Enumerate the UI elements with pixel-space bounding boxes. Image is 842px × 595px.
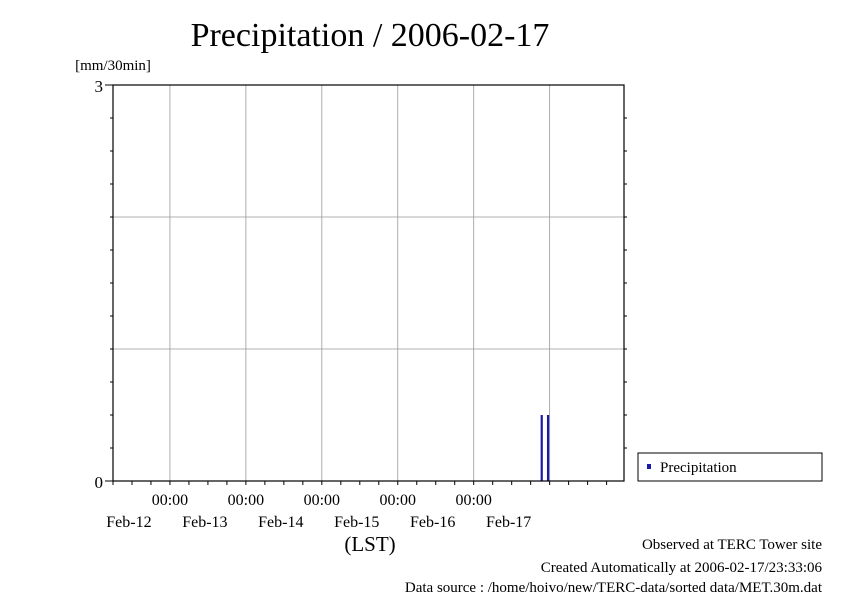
legend-box — [637, 452, 823, 482]
x-tick-date-Feb-12: Feb-12 — [106, 514, 151, 531]
x-tick-date-Feb-17: Feb-17 — [486, 514, 531, 531]
x-axis-ticks — [105, 84, 627, 485]
x-tick-date-Feb-14: Feb-14 — [258, 514, 303, 531]
legend-label-precipitation: Precipitation — [660, 460, 737, 476]
y-axis-unit: [mm/30min] — [75, 58, 151, 74]
x-tick-date-Feb-16: Feb-16 — [410, 514, 455, 531]
x-tick-time-Feb-15: 00:00 — [380, 492, 416, 509]
x-tick-time-Feb-13: 00:00 — [228, 492, 264, 509]
legend: Precipitation — [637, 452, 823, 482]
footer-created: Created Automatically at 2006-02-17/23:3… — [541, 560, 823, 576]
footer-data-source: Data source : /home/hoivo/new/TERC-data/… — [405, 580, 823, 595]
x-axis-label: (LST) — [344, 532, 395, 556]
legend-swatch-precipitation — [647, 464, 651, 469]
footer-observed: Observed at TERC Tower site — [642, 537, 822, 553]
series-bars — [540, 415, 550, 481]
x-tick-time-Feb-12: 00:00 — [152, 492, 188, 509]
y-tick-label-max: 3 — [95, 77, 104, 96]
y-tick-label-min: 0 — [95, 473, 104, 492]
x-tick-time-Feb-14: 00:00 — [304, 492, 340, 509]
x-tick-labels: 00:00Feb-1200:00Feb-1300:00Feb-1400:00Fe… — [106, 492, 531, 531]
chart-title: Precipitation / 2006-02-17 — [191, 17, 550, 54]
gridlines — [113, 85, 624, 481]
x-tick-time-Feb-16: 00:00 — [455, 492, 491, 509]
x-tick-date-Feb-15: Feb-15 — [334, 514, 379, 531]
x-tick-date-Feb-13: Feb-13 — [182, 514, 227, 531]
